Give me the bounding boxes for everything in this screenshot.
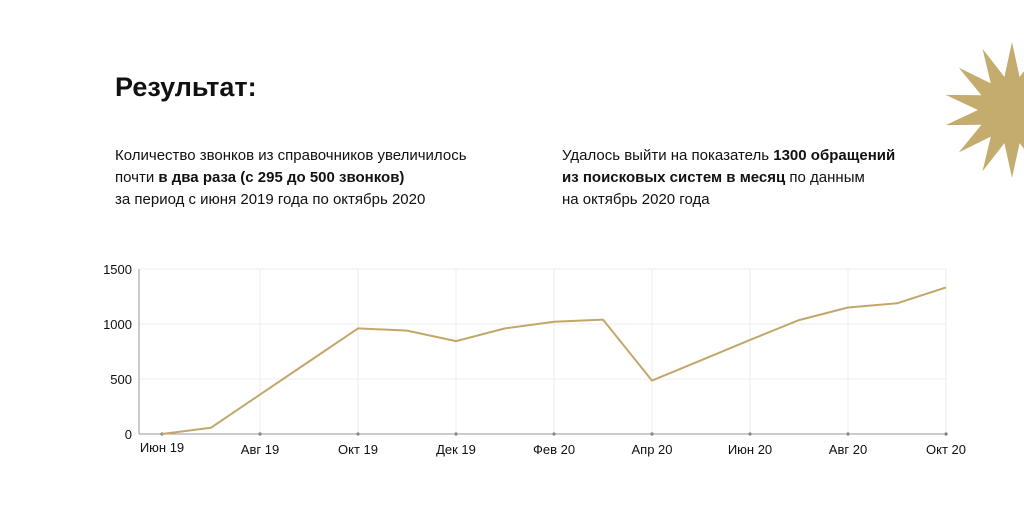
highlight-text: в два раза (с 295 до 500 звонков) <box>158 169 405 186</box>
text-line: из поисковых систем в месяц по данным <box>562 167 895 189</box>
text-line: за период с июня 2019 года по октябрь 20… <box>115 191 426 208</box>
page-title: Результат: <box>115 72 257 102</box>
text-line: на октябрь 2020 года <box>562 191 710 208</box>
text-span: Удалось выйти на показатель <box>562 147 774 164</box>
x-tick-label: Фев 20 <box>533 442 575 457</box>
text-span: по данным <box>785 169 865 186</box>
calls-result-text: Количество звонков из справочников увели… <box>115 145 467 211</box>
highlight-text: из поисковых систем в месяц <box>562 169 786 186</box>
y-tick-label: 1500 <box>103 262 132 277</box>
y-tick-label: 0 <box>125 427 132 442</box>
text-line: Удалось выйти на показатель 1300 обращен… <box>562 145 895 167</box>
x-tick-label: Дек 19 <box>436 442 476 457</box>
x-tick-label: Апр 20 <box>631 442 672 457</box>
y-tick-label: 500 <box>110 372 132 387</box>
y-tick-label: 1000 <box>103 317 132 332</box>
highlight-text: 1300 обращений <box>773 147 896 164</box>
x-tick-label: Июн 20 <box>728 442 772 457</box>
x-tick-label: Авг 20 <box>829 442 867 457</box>
x-tick-label: Авг 19 <box>241 442 279 457</box>
x-tick-label: Июн 19 <box>140 440 184 455</box>
star-shape <box>945 42 1024 178</box>
x-tick-label: Окт 19 <box>338 442 378 457</box>
text-span: почти <box>115 169 159 186</box>
text-line: Количество звонков из справочников увели… <box>115 147 467 164</box>
text-line: почти в два раза (с 295 до 500 звонков) <box>115 167 467 189</box>
x-tick-label: Окт 20 <box>926 442 966 457</box>
search-result-text: Удалось выйти на показатель 1300 обращен… <box>562 145 895 211</box>
